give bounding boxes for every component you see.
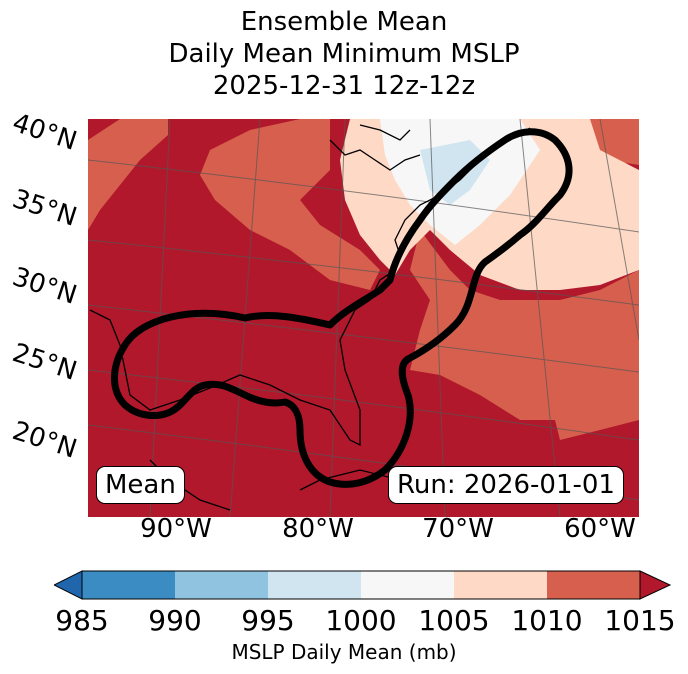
colorbar-1010-1015 <box>547 571 640 599</box>
lon-label-80w: 80°W <box>282 514 354 544</box>
colorbar-tick-1015: 1015 <box>604 604 676 637</box>
colorbar-985-990 <box>82 571 175 599</box>
colorbar-995-1000 <box>268 571 361 599</box>
colorbar-tick-990: 990 <box>148 604 202 637</box>
title-line-1: Ensemble Mean <box>240 7 448 37</box>
colorbar-extend-high <box>639 570 672 600</box>
run-label-box: Run: 2026-01-01 <box>388 466 624 504</box>
region-1010-east <box>410 230 639 440</box>
lon-label-90w: 90°W <box>140 514 212 544</box>
region-995 <box>420 140 490 205</box>
contour-outline <box>111 128 573 488</box>
colorbar-tick-1005: 1005 <box>418 604 490 637</box>
colorbar-label: MSLP Daily Mean (mb) <box>231 640 457 664</box>
region-1010-central-north <box>200 119 380 290</box>
lon-label-60w: 60°W <box>564 514 636 544</box>
colorbar-extend-low <box>54 570 83 600</box>
title-line-2: Daily Mean Minimum MSLP <box>168 39 520 69</box>
colorbar-1005-1010 <box>454 571 547 599</box>
colorbar-tick-985: 985 <box>55 604 109 637</box>
region-1010-west <box>88 119 168 230</box>
colorbar-tick-995: 995 <box>241 604 295 637</box>
colorbar-1000-1005 <box>361 571 454 599</box>
colorbar-tick-1010: 1010 <box>511 604 583 637</box>
colorbar <box>54 570 672 600</box>
colorbar-990-995 <box>175 571 268 599</box>
colorbar-tick-1000: 1000 <box>325 604 397 637</box>
title-line-3: 2025-12-31 12z-12z <box>212 71 476 101</box>
lon-label-70w: 70°W <box>422 514 494 544</box>
mean-label-box: Mean <box>96 466 185 504</box>
